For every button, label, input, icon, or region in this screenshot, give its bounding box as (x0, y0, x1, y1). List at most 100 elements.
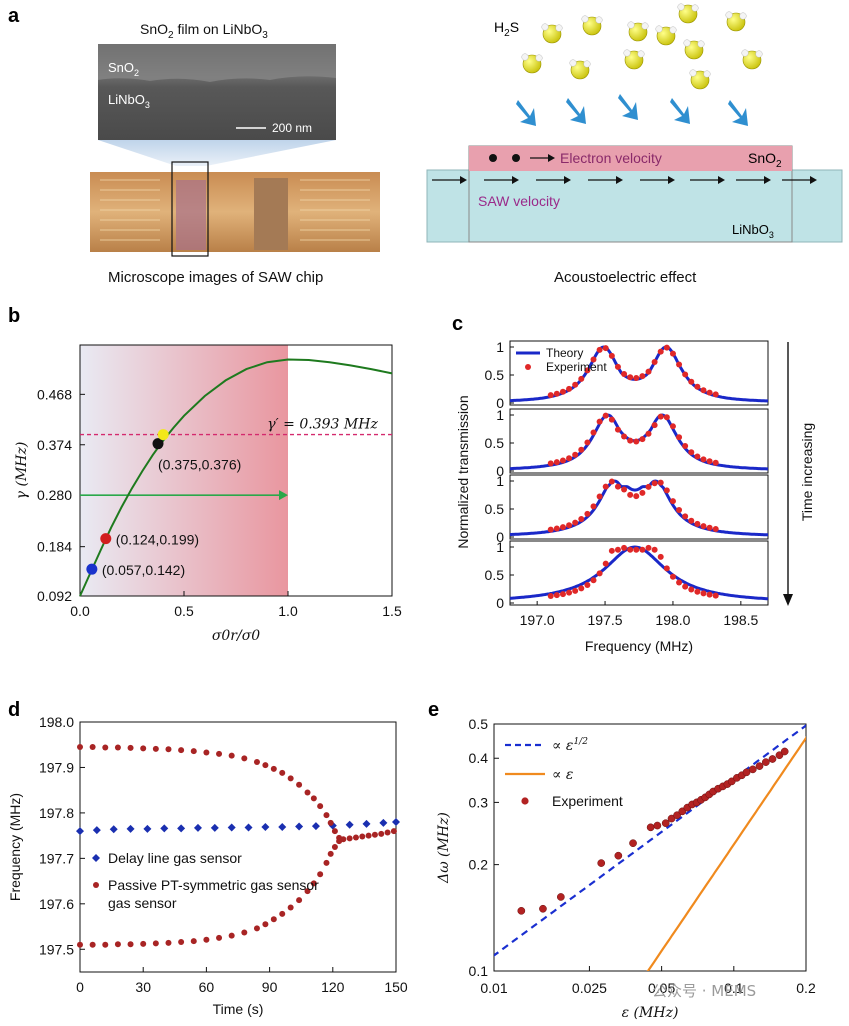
linear-fit-line (646, 736, 806, 971)
plot-frame (79, 344, 393, 597)
pt-sensor-point (317, 803, 324, 810)
pt-sensor-point (262, 762, 269, 769)
experiment-point (629, 839, 637, 848)
film-pink (469, 146, 792, 171)
legend-experiment-label: Experiment (552, 793, 623, 809)
y-tick-label: 0 (496, 529, 504, 545)
h-atom (669, 26, 677, 34)
experiment-point (694, 588, 701, 595)
experiment-point (706, 524, 713, 531)
experiment-point (742, 768, 751, 777)
experiment-point (688, 449, 695, 456)
gas-arrow (516, 100, 536, 126)
y-tick-label: 0.374 (37, 437, 72, 453)
pt-sensor-point (331, 828, 338, 835)
experiment-point (556, 893, 565, 901)
experiment-point (657, 479, 664, 486)
x-tick-label: 0.5 (174, 603, 194, 619)
experiment-point (633, 375, 640, 382)
threshold-label: γ′ = 0.393 MHz (267, 417, 378, 433)
experiment-point (590, 356, 597, 363)
x-tick-label: 0.0 (70, 603, 90, 619)
delay-line-point (210, 823, 219, 832)
experiment-point (547, 593, 554, 600)
y-tick-label: 0 (496, 595, 504, 611)
experiment-point (596, 570, 603, 577)
pt-sensor-point (241, 755, 248, 762)
y-tick-label: 0 (496, 395, 504, 411)
experiment-point (566, 522, 573, 529)
h-atom (655, 25, 663, 33)
y-tick-label: 0.5 (485, 367, 505, 383)
experiment-point (590, 503, 597, 510)
experiment-point (688, 517, 695, 524)
experiment-point (651, 546, 658, 553)
experiment-point (688, 378, 695, 385)
experiment-point (682, 513, 689, 520)
pt-sensor-point (323, 859, 330, 866)
experiment-point (651, 422, 658, 429)
sem-label-sno2: SnO2 (108, 60, 139, 78)
saw-velocity-label: SAW velocity (478, 193, 560, 209)
experiment-point (657, 348, 664, 355)
experiment-point (608, 416, 615, 423)
panel-label-a: a (8, 5, 20, 27)
x-tick-label: 0.2 (796, 980, 816, 996)
experiment-point (602, 483, 609, 490)
experiment-point (590, 429, 597, 436)
electron-1 (489, 154, 497, 162)
experiment-point (682, 583, 689, 590)
experiment-point (700, 590, 707, 597)
h-atom (521, 53, 529, 61)
experiment-point (627, 437, 634, 444)
point-label: (0.375,0.376) (158, 457, 241, 473)
experiment-point (578, 375, 585, 382)
point-label: (0.124,0.199) (116, 532, 199, 548)
legend-linear-label: ∝ ε (552, 767, 573, 783)
pt-sensor-point (279, 769, 286, 776)
delay-line-point (109, 825, 118, 834)
x-axis-label: ε (MHz) (622, 1005, 679, 1021)
delay-line-point (126, 824, 135, 833)
experiment-point (712, 391, 719, 398)
experiment-point (566, 455, 573, 462)
pt-sensor-point (346, 835, 353, 842)
y-tick-label: 0.3 (469, 794, 489, 810)
y-tick-label: 197.6 (39, 896, 74, 912)
pt-sensor-point (114, 941, 121, 948)
experiment-point (597, 859, 606, 867)
experiment-point (590, 577, 597, 584)
experiment-point (661, 819, 670, 828)
experiment-point (627, 374, 634, 381)
y-axis-label: γ (MHz) (14, 442, 30, 500)
experiment-point (645, 544, 652, 551)
scale-bar-label: 200 nm (272, 121, 312, 135)
delay-line-point (143, 824, 152, 833)
experiment-point (645, 483, 652, 490)
saw-arrows (432, 176, 817, 184)
x-axis-label: Time (s) (213, 1001, 264, 1017)
x-tick-label: 90 (262, 979, 278, 995)
time-increasing-label: Time increasing (799, 423, 815, 521)
fit-lines (494, 724, 806, 971)
panel-e-chart: 0.10.20.30.40.50.01 0.025 0.05 0.1 0.2∝ ε1/2… (436, 716, 816, 1021)
experiment-point (572, 381, 579, 388)
x-tick-label: 60 (199, 979, 215, 995)
x-axis-label: σ0r/σ0 (212, 628, 260, 644)
time-arrowhead (783, 594, 793, 606)
delay-line-point (311, 822, 320, 831)
experiment-point (663, 344, 670, 351)
legend-experiment-swatch (521, 797, 529, 805)
experiment-point (566, 385, 573, 392)
h-atom (689, 69, 697, 77)
experiment-point (584, 510, 591, 517)
experiment-point (755, 762, 764, 770)
experiment-point (578, 446, 585, 453)
pt-sensor-point (253, 925, 260, 932)
x-tick-label: 1.0 (278, 603, 298, 619)
legend-delay-label: Delay line gas sensor (108, 850, 242, 866)
gas-arrow (618, 94, 638, 120)
delay-line-point (278, 823, 287, 831)
pt-sensor-point (203, 749, 210, 756)
x-axis-label: Frequency (MHz) (585, 638, 693, 654)
